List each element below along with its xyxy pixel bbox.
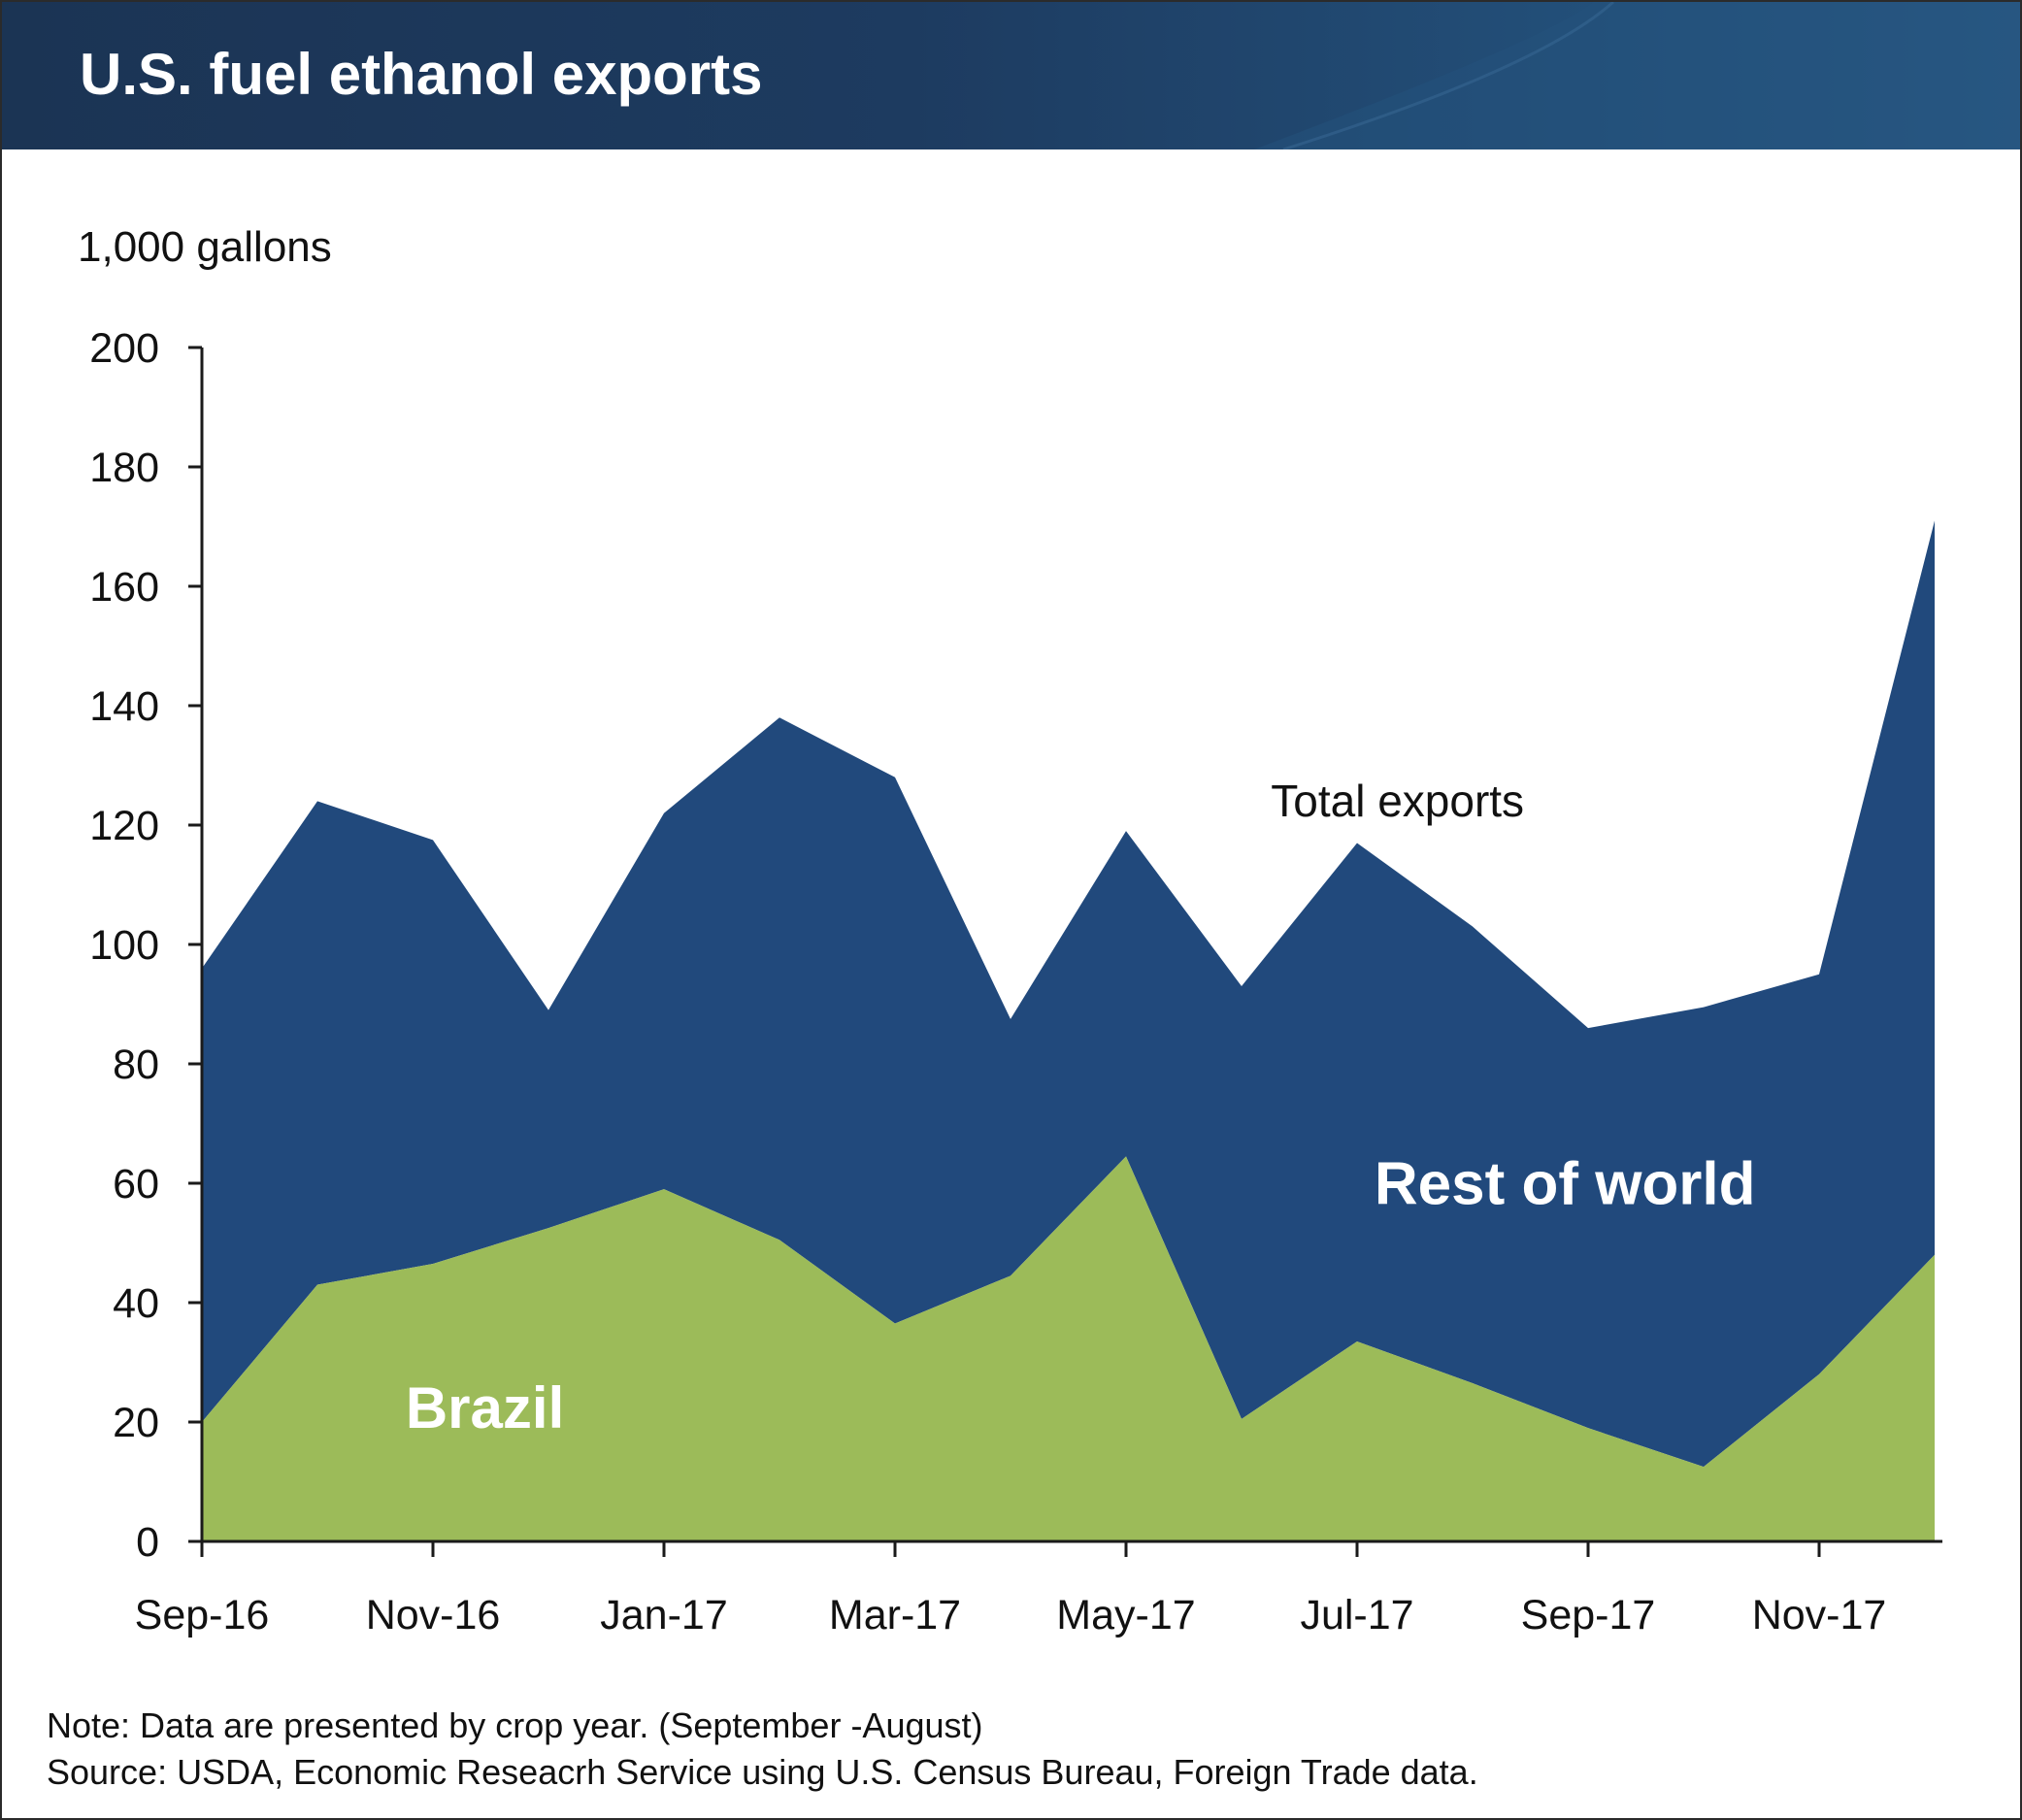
x-tick-label: Jan-17 bbox=[600, 1592, 727, 1638]
y-tick-label: 100 bbox=[89, 922, 159, 969]
x-tick-label: Sep-16 bbox=[135, 1592, 270, 1638]
chart-note: Note: Data are presented by crop year. (… bbox=[47, 1705, 983, 1745]
y-tick-label: 0 bbox=[136, 1519, 159, 1566]
header-banner: U.S. fuel ethanol exports bbox=[2, 2, 2020, 149]
y-tick-label: 160 bbox=[89, 564, 159, 611]
area-brazil bbox=[202, 1156, 1935, 1541]
y-tick-label: 140 bbox=[89, 683, 159, 730]
x-tick-label: May-17 bbox=[1056, 1592, 1195, 1638]
y-tick-label: 60 bbox=[113, 1161, 159, 1208]
y-tick-label: 200 bbox=[89, 325, 159, 372]
y-tick-label: 40 bbox=[113, 1280, 159, 1327]
area-rest-of-world bbox=[202, 520, 1935, 1468]
y-tick-label: 80 bbox=[113, 1042, 159, 1088]
x-tick-label: Nov-17 bbox=[1752, 1592, 1887, 1638]
x-tick-label: Nov-16 bbox=[366, 1592, 501, 1638]
chart-title: U.S. fuel ethanol exports bbox=[80, 42, 763, 107]
brazil-label: Brazil bbox=[406, 1375, 564, 1440]
y-axis-unit-label: 1,000 gallons bbox=[78, 223, 332, 271]
rest-of-world-label: Rest of world bbox=[1375, 1151, 1756, 1218]
header-swoosh-decoration bbox=[1254, 2, 2020, 149]
x-tick-label: Mar-17 bbox=[829, 1592, 961, 1638]
total-exports-label: Total exports bbox=[1271, 776, 1524, 826]
y-tick-label: 20 bbox=[113, 1400, 159, 1446]
chart-source: Source: USDA, Economic Reseacrh Service … bbox=[47, 1752, 1478, 1792]
x-tick-label: Sep-17 bbox=[1521, 1592, 1656, 1638]
x-tick-label: Jul-17 bbox=[1300, 1592, 1413, 1638]
y-tick-label: 180 bbox=[89, 445, 159, 491]
y-tick-label: 120 bbox=[89, 803, 159, 849]
